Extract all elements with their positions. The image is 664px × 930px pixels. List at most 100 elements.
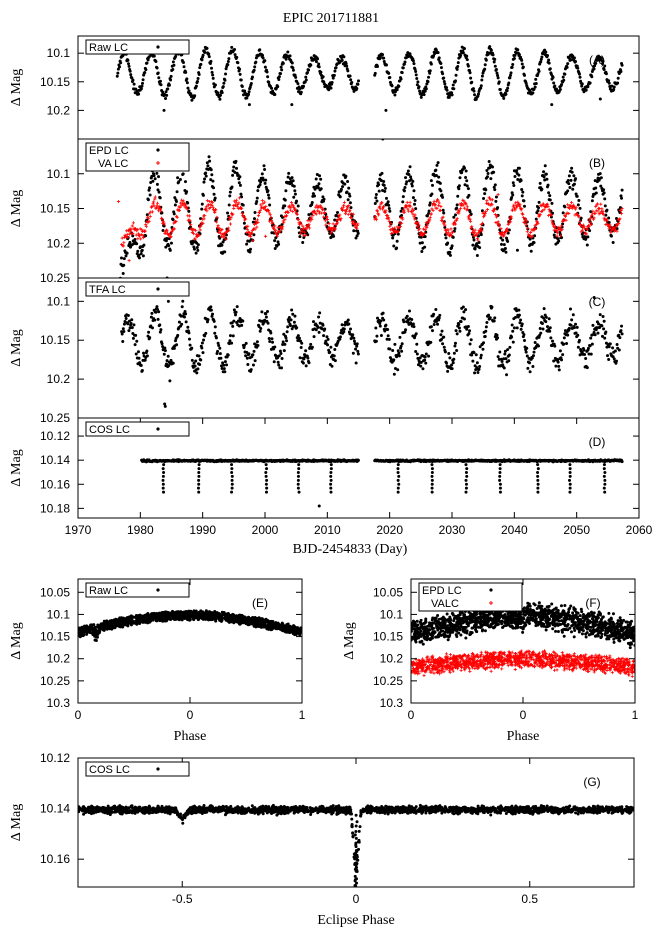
data-point [272,227,276,231]
data-point [583,352,587,356]
data-point [505,89,509,93]
data-point [144,234,148,238]
data-point [389,231,394,236]
data-point [492,170,496,174]
data-point [119,61,123,65]
data-point [306,356,310,360]
data-point [224,67,228,71]
data-point [227,342,231,346]
data-point [411,196,415,200]
data-point [552,233,556,237]
data-point [549,213,554,217]
data-point [170,229,174,233]
data-point [253,227,257,231]
data-point [342,327,346,331]
data-point [134,333,138,337]
data-point [374,193,378,197]
data-point [393,93,397,97]
data-point [329,231,333,235]
data-point [225,229,229,233]
data-point [320,327,324,331]
data-point [439,66,443,70]
data-point [266,193,270,197]
data-point [529,249,533,253]
data-point [143,229,147,234]
data-point [612,85,616,89]
data-point [396,490,400,494]
data-point [424,352,428,356]
data-point [578,75,582,79]
data-point [184,320,188,324]
data-point [618,217,622,221]
series-raw-lc [115,45,624,112]
data-point [582,90,586,94]
data-point [157,310,161,314]
data-point [509,215,513,219]
data-point [386,200,390,204]
data-point [314,60,318,64]
data-point [542,316,546,320]
data-point [181,299,185,303]
data-point [302,230,307,234]
data-point [343,182,347,186]
data-point [185,77,189,81]
data-point [137,256,141,260]
data-point [524,81,528,85]
data-point [136,350,140,354]
data-point [598,313,602,317]
data-point [558,87,562,91]
data-point [221,235,225,239]
data-point [469,212,473,216]
data-point [158,323,162,327]
data-point [620,63,624,67]
y-axis-label: Δ Mag [9,190,24,227]
data-point [225,363,229,367]
data-point [142,243,146,247]
data-point [401,200,405,204]
panel-label: (B) [589,156,605,170]
data-point [483,335,487,339]
x-tick-label: 1970 [65,523,92,537]
data-point [490,198,495,202]
data-point [264,490,268,494]
x-tick-label: 2020 [376,523,403,537]
data-point [545,325,549,329]
data-point [478,364,482,368]
data-point [551,75,555,79]
data-point [266,75,270,79]
data-point [429,212,433,216]
data-point [290,103,294,107]
data-point [136,249,140,253]
data-point [311,320,315,324]
data-point [436,51,440,55]
data-point [484,201,488,205]
data-point [506,348,510,352]
data-point [395,239,399,243]
data-point [470,353,474,357]
data-point [447,351,451,355]
data-point [200,202,204,206]
data-point [252,222,257,227]
data-point [186,86,190,90]
data-point [593,333,597,337]
data-point [464,176,468,180]
data-point [187,89,191,93]
data-point [374,326,378,330]
data-point [227,57,231,61]
y-tick-label: 10.1 [47,167,71,181]
data-point [138,227,142,231]
data-point [131,221,136,225]
data-point [479,84,483,88]
data-point [155,182,159,186]
data-point [349,78,353,82]
data-point [521,216,525,220]
data-point [478,246,482,250]
data-point [511,329,515,333]
data-point [528,233,532,238]
data-point [484,325,488,329]
data-point [192,228,196,232]
data-point [430,192,434,196]
data-point [245,350,249,354]
data-point [280,366,284,370]
data-point [567,182,571,186]
